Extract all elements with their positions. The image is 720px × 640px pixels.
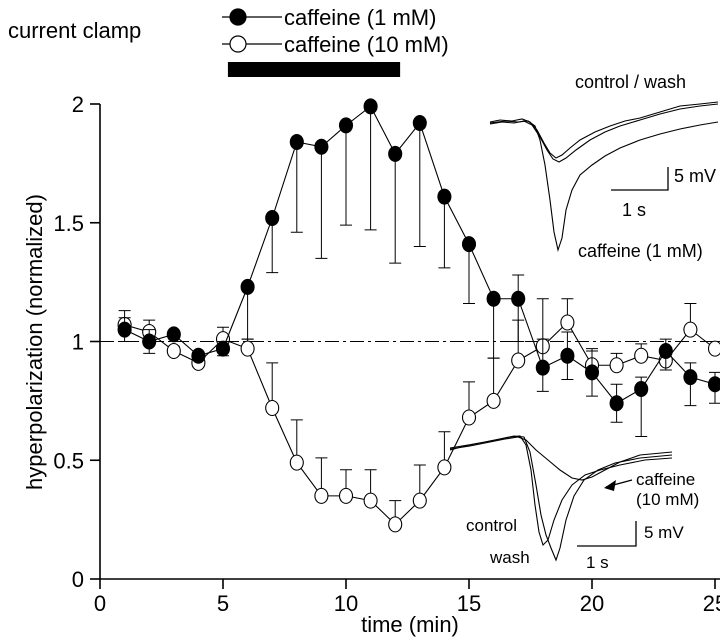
inset-bottom-caffeine-label-2: (10 mM) [636,490,699,509]
inset-bottom-scale-v: 5 mV [644,523,684,542]
inset-top-control-label: control / wash [575,72,686,92]
plot-area [117,98,720,533]
data-point-10mm [289,454,304,471]
x-tick-label: 25 [703,591,720,616]
inset-bottom-control-label: control [466,516,517,535]
x-tick-label: 0 [94,591,106,616]
data-point-1mm [658,342,673,360]
data-point-1mm [707,376,720,393]
data-point-1mm [634,380,649,398]
legend-label-10mm: caffeine (10 mM) [284,32,449,57]
data-point-10mm [240,340,255,357]
data-point-1mm [461,236,477,253]
inset-bottom-arrow-head [604,480,616,491]
data-point-1mm [142,333,157,350]
data-point-1mm [683,369,698,386]
data-point-1mm [609,395,624,412]
inset-top-caffeine-label: caffeine (1 mM) [578,241,703,261]
x-tick-label: 5 [217,591,229,616]
drug-application-bar [227,62,401,77]
y-tick-label: 0.5 [53,448,84,473]
y-tick-label: 1.5 [53,211,84,236]
data-point-10mm [609,357,624,374]
data-point-1mm [511,290,526,307]
data-point-1mm [437,188,452,205]
data-point-1mm [265,209,280,227]
series-1mm [117,98,720,437]
inset-bottom-scalebar [577,521,637,547]
y-tick-label: 1 [72,330,84,355]
data-point-1mm [215,340,231,357]
data-point-10mm [265,399,280,417]
data-point-10mm [634,347,649,364]
legend-marker-1mm [229,8,247,26]
inset-top-scalebar [611,167,669,191]
inset-top-scale-t: 1 s [622,200,646,220]
inset-top-trace-wash [489,103,719,163]
data-point-10mm [511,352,526,369]
data-point-10mm [707,340,720,357]
legend-label-1mm: caffeine (1 mM) [284,5,436,30]
x-tick-label: 20 [580,591,604,616]
legend-marker-10mm [229,35,247,53]
data-point-1mm [363,98,378,115]
series-10mm [117,298,720,533]
data-point-1mm [117,321,132,338]
data-point-1mm [412,114,427,132]
inset-bottom-caffeine-label-1: caffeine [636,470,695,489]
x-axis-label: time (min) [361,612,459,637]
data-point-10mm [412,492,427,509]
data-point-10mm [166,342,181,360]
data-point-1mm [166,326,181,343]
axes: 0 0.5 1 1.5 2 0 5 10 15 20 25 hyperpolarization (… [22,92,720,637]
x-tick-label: 10 [334,591,358,616]
inset-top-scale-v: 5 mV [674,166,716,186]
data-point-10mm [314,487,329,504]
data-point-10mm [437,459,452,476]
data-point-1mm [535,359,550,376]
inset-bottom-trace-caffeine [449,436,673,481]
data-point-10mm [461,409,477,426]
inset-top: control / wash 5 mV 1 s caffeine (1 mM) [489,72,719,261]
y-ticks: 0 0.5 1 1.5 2 [53,92,100,592]
inset-bottom-wash-label: wash [489,548,530,567]
data-point-1mm [314,138,329,155]
data-point-10mm [338,487,354,504]
data-point-10mm [388,516,403,533]
data-point-1mm [388,145,403,162]
inset-bottom-trace-wash [449,435,673,562]
inset-bottom: caffeine (10 mM) control wash 5 mV 1 s [449,435,699,572]
panel-label: current clamp [8,18,141,43]
legend: caffeine (1 mM) caffeine (10 mM) [222,5,449,57]
data-point-10mm [486,392,501,409]
y-tick-label: 0 [72,567,84,592]
data-point-10mm [560,314,575,331]
inset-top-trace-caffeine [489,120,719,253]
data-point-1mm [191,347,206,364]
data-point-1mm [289,133,304,151]
data-point-1mm [560,347,575,364]
data-point-10mm [683,321,698,338]
data-point-1mm [338,117,354,134]
y-axis-label: hyperpolarization (normalized) [22,194,47,490]
data-point-10mm [363,492,378,509]
inset-top-trace-control [489,101,719,159]
data-point-1mm [486,290,501,307]
data-point-1mm [584,364,600,381]
x-tick-label: 15 [457,591,481,616]
inset-bottom-scale-t: 1 s [586,553,609,572]
x-ticks: 0 5 10 15 20 25 [94,579,720,616]
y-tick-label: 2 [72,92,84,117]
data-point-1mm [240,278,255,295]
